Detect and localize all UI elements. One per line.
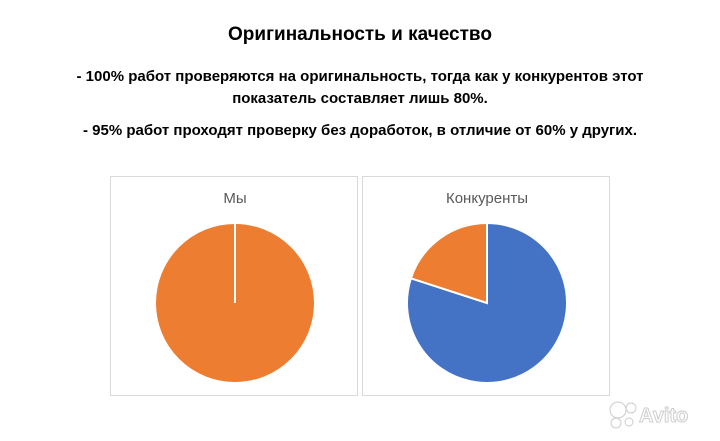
pie-slice-1 bbox=[409, 221, 488, 305]
svg-text:Avito: Avito bbox=[639, 405, 688, 427]
quality-point: - 95% работ проходят проверку без дорабо… bbox=[82, 122, 638, 139]
page-title: Оригинальность и качество bbox=[228, 24, 492, 45]
avito-watermark: Avito bbox=[606, 398, 712, 432]
chart-title: Конкуренты bbox=[446, 190, 528, 207]
competitors-pie-chart: Конкуренты bbox=[362, 176, 610, 396]
chart-title: Мы bbox=[223, 190, 246, 207]
competitors-pie-chart-svg: Конкуренты bbox=[406, 190, 568, 384]
pie-slices bbox=[154, 222, 316, 384]
originality-point: - 100% работ проверяются на оригинальнос… bbox=[76, 68, 644, 107]
avito-logo-icon: Avito bbox=[609, 401, 689, 429]
our-pie-chart-svg: Мы bbox=[154, 190, 316, 384]
pie-slices bbox=[406, 221, 568, 384]
our-pie-chart: Мы bbox=[110, 176, 358, 396]
